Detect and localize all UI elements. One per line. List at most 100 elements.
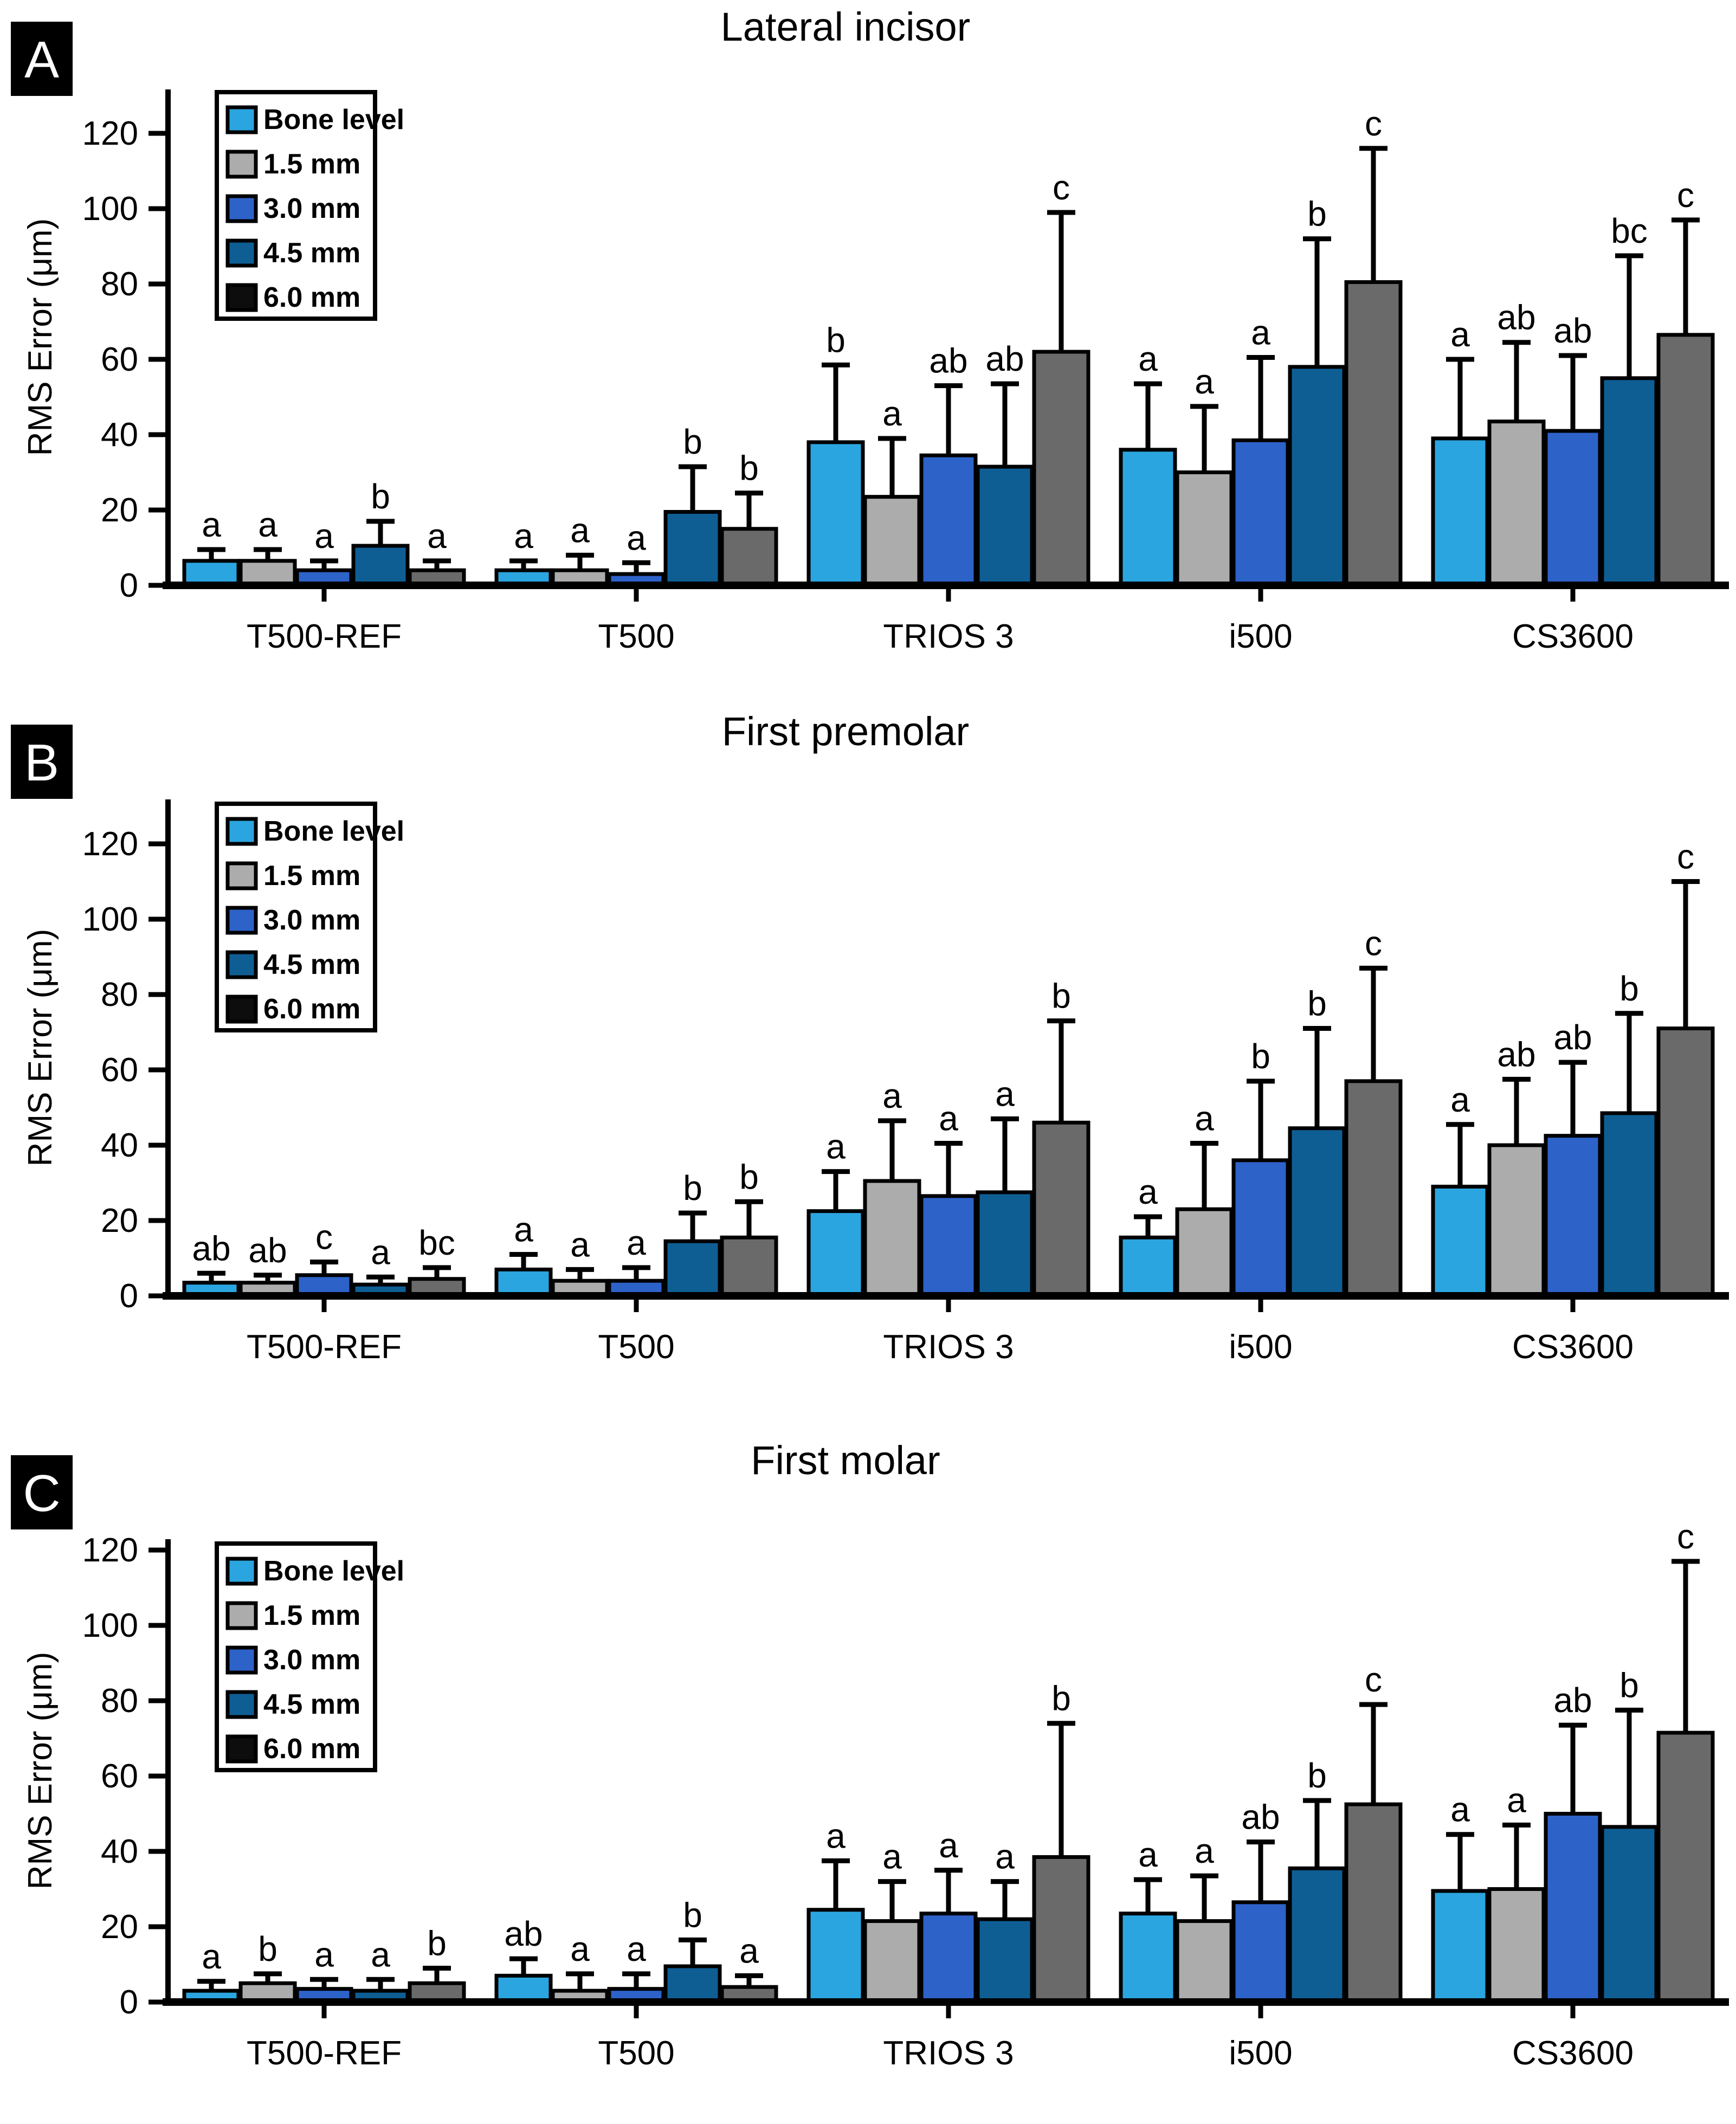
sig-letter-TRIOS 3-Bone level: a [826,1816,846,1855]
sig-letter-T500-REF-Bone level: a [202,505,221,544]
bar-i500-3.0 mm [1231,1158,1290,1298]
sig-letter-TRIOS 3-Bone level: a [826,1127,846,1166]
sig-letter-T500-6.0 mm: b [739,1157,759,1196]
bar-TRIOS 3-6.0 mm [1032,1120,1090,1298]
bar-CS3600-3.0 mm [1544,429,1602,588]
panel-c-tag-box [11,1455,73,1529]
bar-T500-4.5 mm [663,1239,722,1298]
sig-letter-T500-REF-1.5 mm: b [258,1929,277,1968]
y-tick-label: 0 [120,1277,138,1315]
sig-letter-i500-6.0 mm: c [1365,104,1382,143]
bar-TRIOS 3-4.5 mm [976,1917,1034,2004]
sig-letter-i500-4.5 mm: b [1307,984,1327,1023]
sig-letter-T500-3.0 mm: a [627,518,646,557]
x-group-label-T500-REF: T500-REF [247,1328,402,1366]
y-tick-label: 0 [120,567,138,604]
sig-letter-T500-REF-4.5 mm: a [371,1935,390,1974]
x-group-label-T500-REF: T500-REF [247,2035,402,2072]
sig-letter-TRIOS 3-3.0 mm: a [939,1099,958,1138]
sig-letter-TRIOS 3-1.5 mm: a [882,1837,902,1876]
x-group-label-T500: T500 [598,2035,674,2072]
y-tick-label: 120 [82,115,138,152]
sig-letter-i500-3.0 mm: a [1251,313,1270,352]
sig-letter-T500-REF-6.0 mm: bc [418,1223,455,1262]
sig-letter-i500-Bone level: a [1138,1172,1158,1211]
legend-swatch-1.5 mm [225,861,258,890]
x-group-label-CS3600: CS3600 [1512,1328,1634,1366]
bar-TRIOS 3-4.5 mm [976,464,1034,588]
y-tick-label: 20 [101,1908,138,1946]
panel-first-premolar: B First premolar RMS Error (μm) 0 20 40 60 8… [0,664,1736,1371]
sig-letter-TRIOS 3-6.0 mm: b [1051,977,1071,1016]
legend-swatch-6.0 mm [225,995,258,1024]
bar-CS3600-4.5 mm [1600,1825,1658,2004]
chart-b-canvas: B First premolar RMS Error (μm) 0 20 40 60 8… [11,709,1729,1366]
sig-letter-T500-REF-3.0 mm: a [314,517,334,556]
sig-letter-CS3600-Bone level: a [1450,1790,1470,1829]
sig-letter-CS3600-1.5 mm: ab [1497,1035,1535,1074]
bar-i500-3.0 mm [1231,1900,1290,2004]
sig-letter-i500-3.0 mm: ab [1241,1798,1280,1837]
sig-letter-CS3600-1.5 mm: ab [1497,298,1535,337]
sig-letter-i500-4.5 mm: b [1307,195,1327,234]
legend-label-Bone level: Bone level [263,1555,404,1587]
y-tick-label: 80 [101,1682,138,1720]
bar-TRIOS 3-3.0 mm [919,453,978,588]
y-tick-label: 100 [82,190,138,228]
legend-label-3.0 mm: 3.0 mm [263,1644,360,1676]
bar-CS3600-Bone level [1431,436,1489,588]
sig-letter-CS3600-4.5 mm: bc [1611,211,1648,250]
chart-c-canvas: C First molar RMS Error (μm) 0 20 40 60 80 10… [11,1438,1729,2072]
legend-swatch-6.0 mm [225,283,258,312]
bar-i500-4.5 mm [1288,1866,1346,2004]
sig-letter-T500-REF-4.5 mm: a [371,1232,390,1271]
bar-T500-4.5 mm [663,509,722,588]
legend-label-4.5 mm: 4.5 mm [263,1689,360,1720]
y-tick-label: 0 [120,1984,138,2021]
legend-swatch-Bone level [225,1557,258,1586]
y-tick-label: 40 [101,1833,138,1870]
sig-letter-TRIOS 3-3.0 mm: ab [929,341,967,380]
legend-label-4.5 mm: 4.5 mm [263,237,360,269]
x-group-label-i500: i500 [1229,1328,1292,1366]
bar-i500-6.0 mm [1344,280,1403,588]
panel-first-molar: C First molar RMS Error (μm) 0 20 40 60 80 10… [0,1371,1736,2124]
x-group-label-CS3600: CS3600 [1512,2035,1634,2072]
sig-letter-i500-4.5 mm: b [1307,1756,1327,1795]
chart-b-y-axis-label: RMS Error (μm) [22,929,59,1167]
bar-TRIOS 3-1.5 mm [863,1179,921,1298]
sig-letter-TRIOS 3-6.0 mm: b [1051,1679,1071,1718]
sig-letter-T500-1.5 mm: a [570,1929,590,1968]
bar-T500-6.0 mm [720,1235,778,1298]
sig-letter-TRIOS 3-6.0 mm: c [1053,168,1070,207]
legend-swatch-3.0 mm [225,194,258,223]
x-group-label-T500: T500 [598,1328,674,1366]
bar-T500-4.5 mm [663,1964,722,2004]
y-tick-label: 40 [101,416,138,454]
bar-i500-6.0 mm [1344,1079,1403,1298]
sig-letter-TRIOS 3-4.5 mm: ab [985,339,1024,378]
legend-swatch-1.5 mm [225,1601,258,1630]
sig-letter-CS3600-1.5 mm: a [1507,1780,1526,1819]
x-group-label-i500: i500 [1229,618,1292,655]
panel-lateral-incisor: A Lateral incisor RMS Error (μm) 0 20 40 60… [0,0,1736,664]
chart-c-title: First molar [751,1438,940,1483]
sig-letter-T500-REF-3.0 mm: c [315,1217,333,1256]
legend-swatch-3.0 mm [225,1645,258,1675]
sig-letter-CS3600-3.0 mm: ab [1553,1018,1592,1057]
sig-letter-CS3600-4.5 mm: b [1619,1665,1639,1705]
sig-letter-T500-6.0 mm: b [739,449,759,488]
bar-i500-3.0 mm [1231,438,1290,588]
sig-letter-CS3600-4.5 mm: b [1619,969,1639,1008]
sig-letter-T500-4.5 mm: b [683,1168,702,1208]
sig-letter-TRIOS 3-4.5 mm: a [995,1837,1015,1876]
sig-letter-i500-1.5 mm: a [1195,1099,1214,1138]
bar-TRIOS 3-6.0 mm [1032,1855,1090,2004]
y-tick-label: 100 [82,1607,138,1644]
sig-letter-TRIOS 3-1.5 mm: a [882,394,902,433]
legend-label-6.0 mm: 6.0 mm [263,282,360,313]
legend-swatch-4.5 mm [225,950,258,979]
x-group-label-TRIOS 3: TRIOS 3 [883,2035,1014,2072]
y-tick-label: 20 [101,492,138,529]
